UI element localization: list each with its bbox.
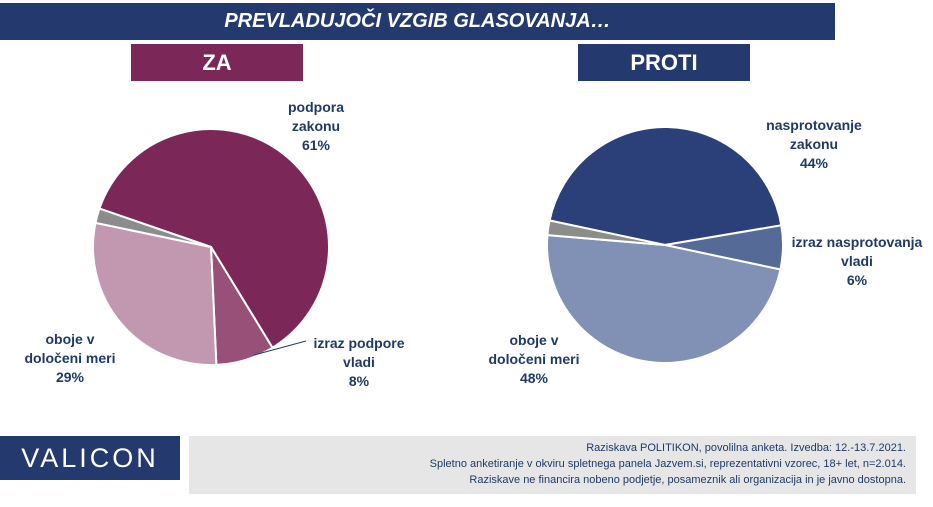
footnote: Raziskava POLITIKON, povolilna anketa. I… [189, 436, 916, 494]
za-slice-2 [92, 221, 218, 366]
proti-slice-0 [548, 126, 783, 247]
za-slice-0 [98, 128, 330, 350]
proti-slice-2 [546, 234, 782, 364]
valicon-logo: VALICON [0, 436, 180, 480]
za-leader-line [253, 340, 307, 356]
proti-label-nasprotovanje-zakonu: nasprotovanje zakonu 44% [766, 117, 862, 171]
proti-label-izraz-nasprotovanja: izraz nasprotovanja vladi 6% [791, 234, 923, 288]
za-label-oboje: oboje v določeni meri 29% [24, 331, 116, 385]
za-label-podpora-zakonu: podpora zakonu 61% [288, 99, 344, 153]
za-slice-3 [94, 207, 212, 248]
proti-label-oboje: oboje v določeni meri 48% [488, 332, 580, 386]
chart-title: PREVLADUJOČI VZGIB GLASOVANJA… [0, 3, 835, 40]
proti-header: PROTI [578, 44, 750, 81]
za-header: ZA [131, 44, 303, 81]
za-pie-chart [92, 128, 330, 366]
proti-pie-chart [546, 126, 784, 364]
proti-slice-3 [546, 219, 666, 246]
za-label-izraz-podpore: izraz podpore vladi 8% [313, 335, 405, 389]
